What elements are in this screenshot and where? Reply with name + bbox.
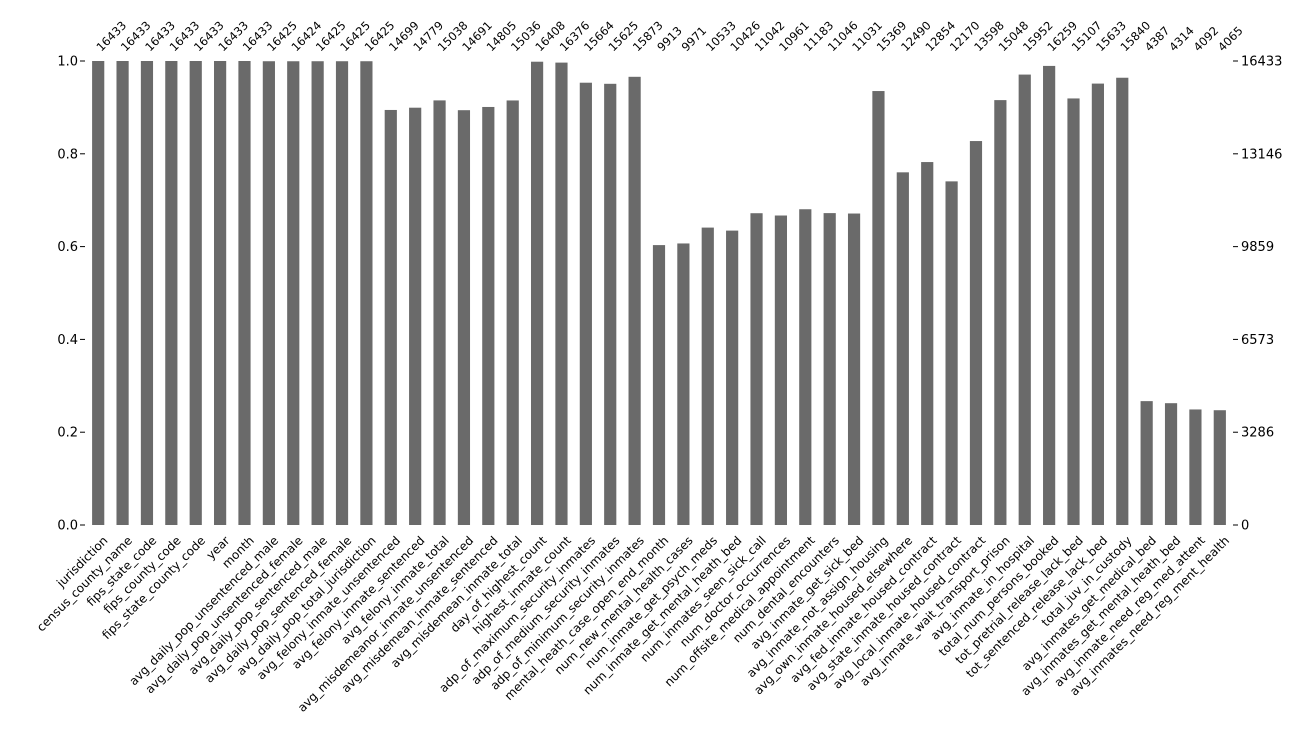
bar-avg_daily_pop_unsentenced_male — [262, 61, 275, 525]
bar-avg_inmate_get_sick_bed — [847, 213, 861, 525]
bar-avg_felony_inmate_total — [433, 100, 446, 525]
bar-avg_felony_inmate_unsentenced — [384, 109, 397, 526]
bar-mental_heath_case_open_end_month — [652, 245, 666, 525]
count-label-avg_inmate_need_reg_med_attent: 4092 — [1191, 24, 1222, 55]
count-label-num_new_mental_health_cases: 9971 — [679, 24, 710, 55]
bar-num_dental_encounters — [823, 213, 836, 526]
bar-day_of_highest_count — [530, 61, 544, 526]
bar-avg_daily_pop_unsentenced_female — [287, 61, 300, 525]
bar-avg_misdemean_inmate_total — [506, 100, 519, 525]
x-category-labels: jurisdictioncensus_county_namefips_state… — [34, 533, 1232, 715]
bar-num_new_mental_health_cases — [677, 243, 690, 525]
bar-fips_county_code — [165, 61, 178, 525]
bar-num_inmates_seen_sick_call — [750, 213, 763, 525]
left-axis: 0.0 0.2 0.4 0.6 0.8 1.0 — [57, 55, 85, 534]
bars-group — [92, 61, 1226, 526]
bar-avg_inmate_wait_transport_prison — [994, 100, 1007, 526]
bar-avg_own_inmate_housed_elsewhere — [896, 172, 909, 525]
top-count-labels: 1643316433164331643316433164331643316425… — [93, 18, 1245, 54]
bar-census_county_name — [116, 61, 129, 525]
bar-avg_local_inmate_housed_contract — [969, 141, 983, 526]
right-axis: 0 3286 6573 9859 13146 16433 — [1233, 55, 1282, 534]
bar-avg_fed_inmate_housed_contract — [921, 162, 934, 525]
bar-avg_inmate_need_reg_med_attent — [1189, 409, 1202, 525]
count-label-avg_inmates_get_mental_heath_bed: 4314 — [1166, 24, 1197, 55]
bar-num_doctor_occurrences — [774, 215, 788, 525]
bar-total_num_persons_booked — [1043, 65, 1056, 525]
left-tick-label: 0.8 — [57, 147, 78, 162]
left-tick-label: 0.2 — [57, 426, 78, 441]
bar-avg_state_inmate_housed_contract — [945, 181, 958, 525]
left-tick-label: 0.4 — [57, 333, 78, 348]
left-tick-label: 0.6 — [57, 240, 78, 255]
left-tick-label: 0.0 — [57, 519, 78, 534]
bar-avg_misdemean_inmate_sentenced — [482, 106, 495, 525]
bar-num_inmate_get_mental_heath_bed — [726, 230, 739, 526]
bar-avg_misdemeanor_inmate_unsentenced — [457, 110, 471, 525]
right-tick-label: 3286 — [1241, 426, 1274, 441]
bar-avg_daily_pop_sentenced_female — [335, 61, 349, 525]
count-label-avg_inmates_need_reg_ment_health: 4065 — [1215, 24, 1246, 55]
bar-fips_state_code — [140, 61, 154, 525]
left-tick-label: 1.0 — [57, 55, 78, 70]
bar-num_offsite_medical_appointment — [799, 209, 812, 526]
bar-num_inmate_get_psych_meds — [701, 227, 714, 525]
bar-avg_inmates_get_medical_bed — [1140, 401, 1153, 525]
bar-adp_of_maximum_security_inmates — [579, 82, 592, 526]
bar-avg_daily_pop_sentenced_male — [311, 61, 324, 525]
bar-avg_inmate_not_assign_housing — [872, 91, 885, 525]
bar-avg_inmate_in_hospital — [1018, 74, 1031, 525]
bar-tot_sentenced_release_lack_bed — [1091, 83, 1104, 525]
bar-total_juv_in_custody — [1116, 77, 1129, 526]
bar-tot_pretrial_release_lack_bed — [1067, 98, 1080, 525]
right-tick-label: 0 — [1241, 519, 1249, 534]
bar-avg_daily_pop_total_jurisdiction — [360, 61, 373, 525]
bar-year — [214, 61, 227, 525]
bar-avg_inmates_need_reg_ment_health — [1213, 410, 1226, 525]
bar-highest_inmate_count — [555, 62, 568, 526]
right-tick-label: 6573 — [1241, 333, 1274, 348]
bar-fips_state_county_code — [189, 61, 202, 525]
bar-adp_of_minimum_security_inmates — [628, 76, 641, 525]
bar-avg_inmates_get_mental_heath_bed — [1164, 403, 1178, 525]
bar-month — [238, 61, 251, 525]
bar-avg_felony_inmate_sentenced — [409, 107, 422, 525]
right-tick-label: 13146 — [1241, 147, 1282, 162]
bar-adp_of_medium_security_inmates — [604, 83, 617, 525]
bar-jurisdiction — [92, 61, 105, 525]
right-tick-label: 9859 — [1241, 240, 1274, 255]
right-tick-label: 16433 — [1241, 55, 1282, 70]
